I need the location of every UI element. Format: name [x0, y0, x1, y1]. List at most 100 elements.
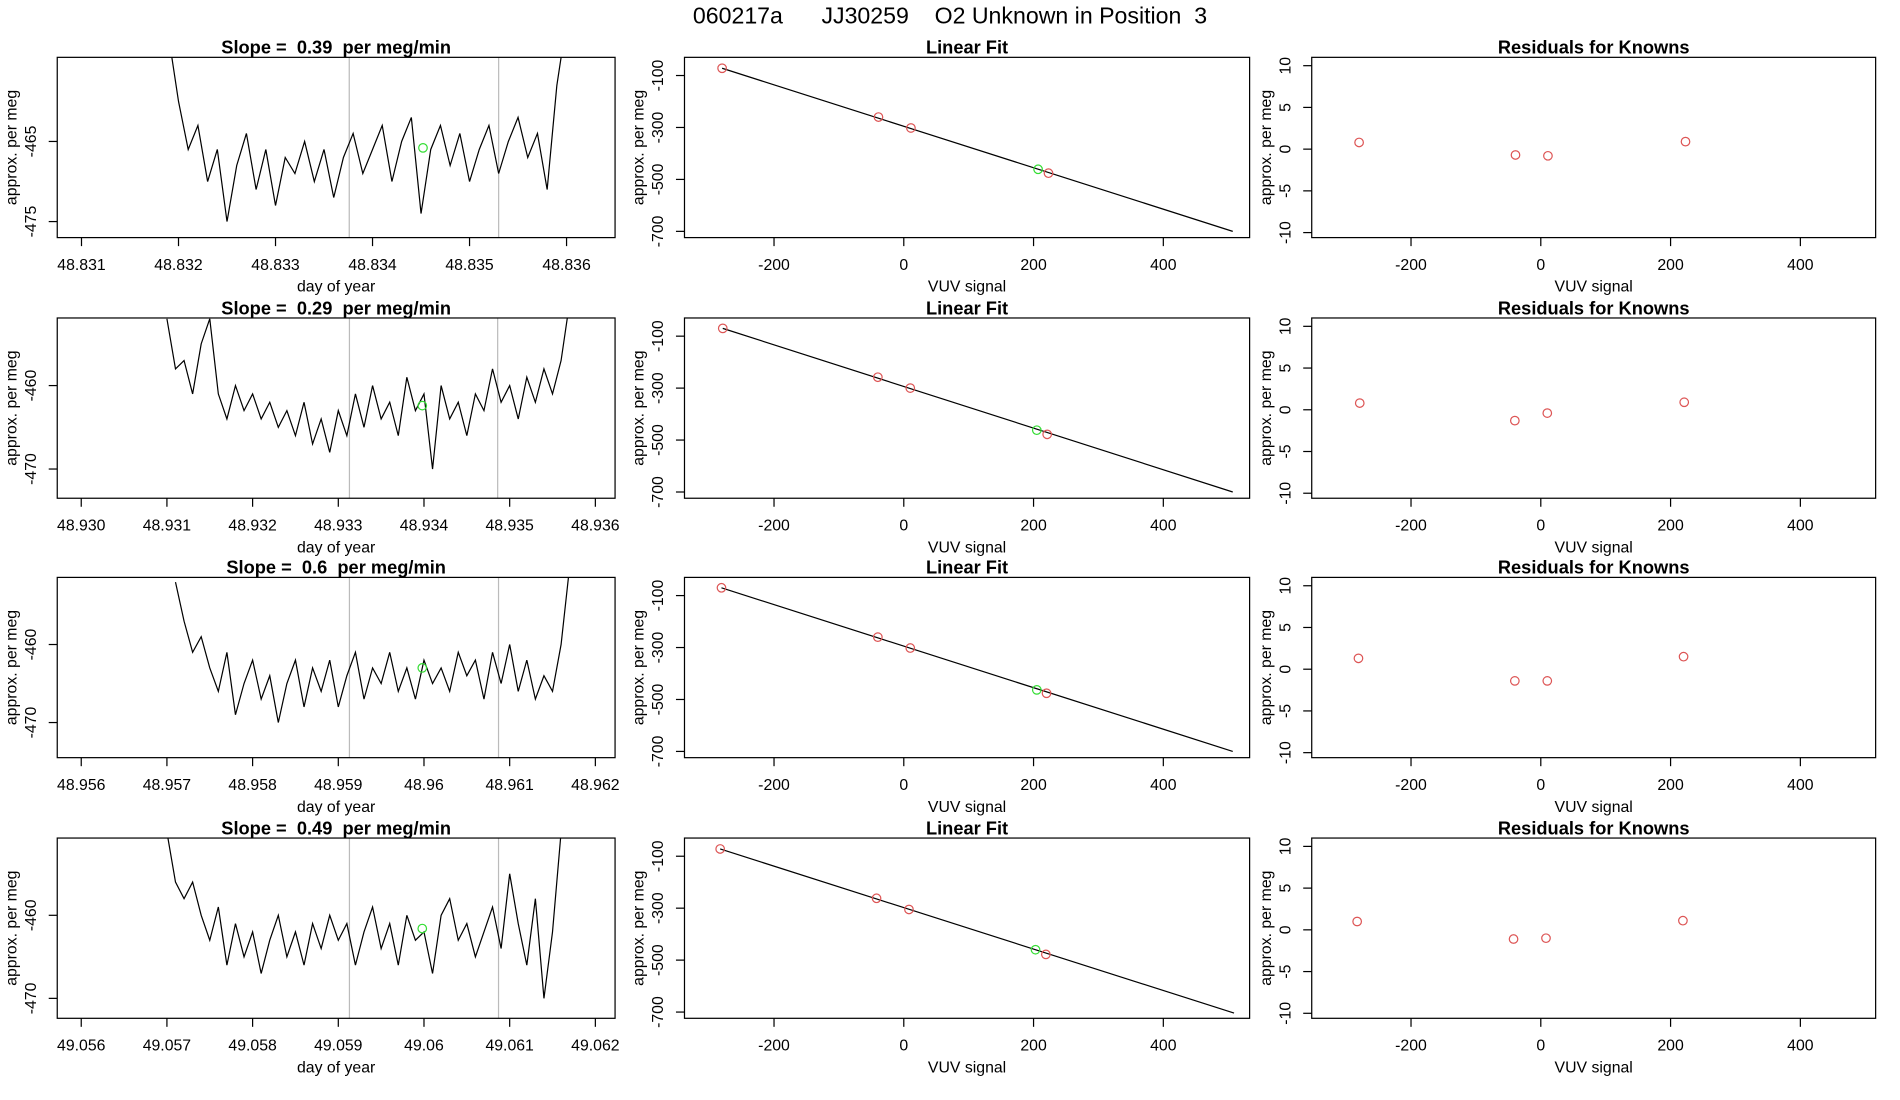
plot-area [1354, 397, 1690, 426]
x-tick-label: 400 [1150, 777, 1177, 794]
data-line [174, 577, 570, 723]
panel: Slope = 0.39 per meg/min day of year appro… [3, 37, 616, 296]
point [1541, 933, 1551, 944]
y-tick-label: -300 [650, 892, 667, 924]
x-tick-label: -200 [758, 1038, 790, 1055]
x-tick-label: 0 [1536, 777, 1545, 794]
x-tick-label: 400 [1787, 517, 1814, 534]
panel: Linear Fit VUV signal approx. per meg -200 0… [631, 557, 1251, 816]
x-tick-label: 48.959 [314, 777, 363, 794]
plot-frame [683, 837, 1251, 1019]
plot-frame [683, 317, 1251, 499]
point [1043, 168, 1054, 179]
y-tick-label: 5 [1277, 884, 1294, 893]
point [1509, 415, 1520, 426]
y-tick-label: -500 [650, 944, 667, 976]
y-tick-label: -10 [1277, 482, 1294, 505]
y-tick-label: 10 [1277, 837, 1294, 855]
y-tick-label: -470 [23, 453, 40, 485]
point [1678, 915, 1688, 926]
y-tick-label: -10 [1277, 1002, 1294, 1025]
x-tick-label: 49.058 [228, 1038, 277, 1055]
panel-title: Residuals for Knowns [1498, 817, 1690, 838]
point [1033, 164, 1043, 175]
x-tick-label: 48.834 [348, 257, 397, 274]
point [1042, 429, 1053, 440]
point [1030, 944, 1041, 955]
x-tick-label: 48.962 [571, 777, 619, 794]
x-tick-label: 49.061 [485, 1038, 534, 1055]
x-tick-label: -200 [1395, 517, 1427, 534]
y-axis-label: approx. per meg [631, 90, 648, 205]
point [1354, 137, 1364, 148]
x-tick-label: 48.835 [445, 257, 494, 274]
point [1031, 425, 1042, 436]
plot-frame [1311, 576, 1877, 759]
y-tick-label: -5 [1277, 704, 1294, 718]
panel: Residuals for Knowns VUV signal approx. pe… [1258, 37, 1877, 296]
x-tick-label: 48.932 [228, 517, 276, 534]
x-tick-label: 49.062 [571, 1038, 619, 1055]
point [871, 893, 882, 904]
y-axis-label: approx. per meg [1258, 610, 1275, 725]
x-tick-label: 48.931 [143, 517, 192, 534]
highlight-point [418, 142, 428, 153]
point [1542, 408, 1553, 418]
point [1354, 398, 1365, 408]
x-tick-label: 400 [1787, 257, 1814, 274]
x-tick-label: 200 [1657, 777, 1684, 794]
x-axis-label: VUV signal [928, 1059, 1006, 1076]
y-tick-label: 10 [1277, 317, 1294, 335]
data-line [171, 57, 562, 222]
point [873, 112, 884, 122]
y-axis-label: approx. per meg [631, 350, 648, 465]
x-tick-label: 48.933 [314, 517, 363, 534]
plot-area [171, 57, 562, 238]
point [1678, 651, 1689, 662]
y-tick-label: -10 [1277, 741, 1294, 764]
x-tick-label: 200 [1657, 257, 1684, 274]
point [717, 323, 728, 334]
panel: Linear Fit VUV signal approx. per meg -200 0… [631, 37, 1251, 296]
point [1542, 676, 1553, 686]
x-tick-label: 48.961 [485, 777, 534, 794]
y-tick-label: -460 [23, 899, 40, 931]
x-axis-label: VUV signal [1555, 279, 1633, 296]
x-axis-label: VUV signal [928, 279, 1006, 296]
panel-title: Residuals for Knowns [1498, 297, 1690, 318]
x-tick-label: 48.832 [154, 257, 202, 274]
plot-area [174, 577, 570, 758]
y-tick-label: -465 [23, 125, 40, 157]
x-tick-label: 49.057 [143, 1038, 191, 1055]
x-tick-label: 400 [1787, 777, 1814, 794]
x-tick-label: 48.935 [485, 517, 534, 534]
y-tick-label: -470 [23, 707, 40, 739]
panel-title: Slope = 0.29 per meg/min [221, 297, 451, 318]
fit-line [719, 848, 1235, 1014]
x-tick-label: 400 [1150, 257, 1177, 274]
y-tick-label: -5 [1277, 964, 1294, 978]
y-tick-label: -500 [650, 424, 667, 456]
panel-title: Slope = 0.39 per meg/min [221, 37, 451, 58]
y-tick-label: -700 [650, 996, 667, 1028]
page-title: 060217a JJ30259 O2 Unknown in Position 3 [693, 2, 1207, 28]
point [1509, 676, 1520, 686]
x-tick-label: 0 [1536, 257, 1545, 274]
plot-area [717, 63, 1233, 232]
y-tick-label: 0 [1277, 925, 1294, 934]
x-tick-label: 0 [1536, 1038, 1545, 1055]
x-axis-label: day of year [297, 539, 376, 556]
x-tick-label: 48.836 [542, 257, 591, 274]
x-tick-label: 48.934 [400, 517, 449, 534]
y-tick-label: -5 [1277, 184, 1294, 198]
x-tick-label: 48.958 [228, 777, 277, 794]
x-tick-label: 0 [1536, 517, 1545, 534]
x-tick-label: 48.956 [57, 777, 106, 794]
x-axis-label: VUV signal [928, 539, 1006, 556]
plot-frame [1311, 56, 1877, 239]
x-tick-label: 48.930 [57, 517, 106, 534]
x-tick-label: 0 [899, 257, 908, 274]
y-axis-label: approx. per meg [3, 610, 20, 725]
x-tick-label: 400 [1150, 517, 1177, 534]
y-tick-label: -5 [1277, 444, 1294, 458]
